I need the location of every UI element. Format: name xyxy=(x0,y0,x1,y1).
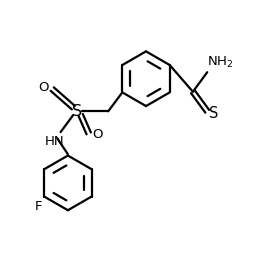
Text: F: F xyxy=(35,200,42,213)
Text: HN: HN xyxy=(45,135,65,148)
Text: S: S xyxy=(72,104,82,119)
Text: O: O xyxy=(39,81,49,94)
Text: NH$_2$: NH$_2$ xyxy=(207,54,234,70)
Text: O: O xyxy=(92,128,102,141)
Text: S: S xyxy=(209,106,218,121)
